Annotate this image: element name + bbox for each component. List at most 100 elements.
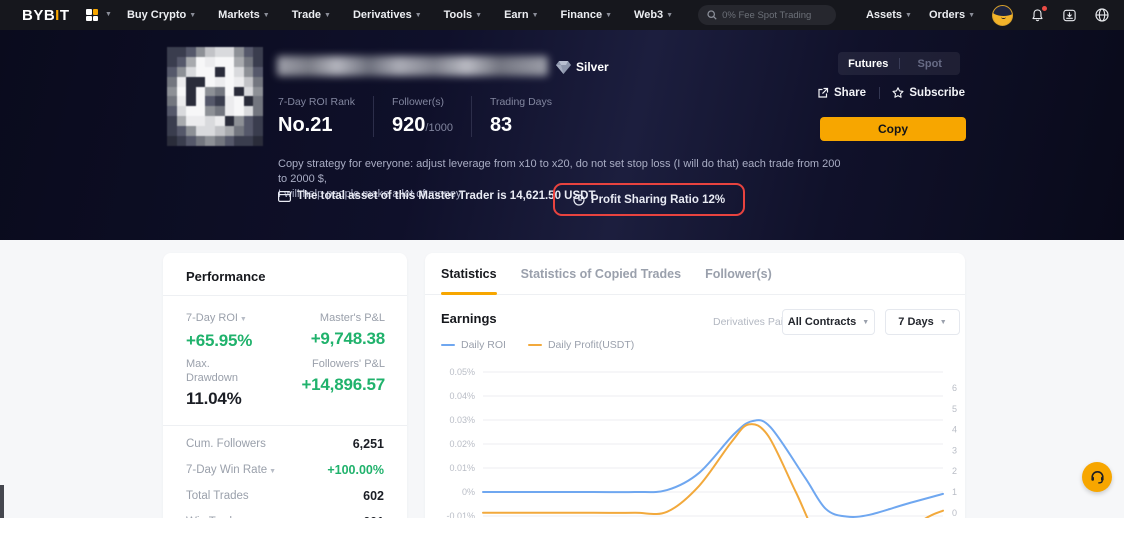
avatar-pixel	[253, 56, 263, 67]
headset-icon	[1090, 470, 1104, 484]
contracts-filter-dropdown[interactable]: All Contracts ▼	[782, 309, 875, 335]
assets-menu[interactable]: Assets ▼	[865, 9, 912, 21]
search-input[interactable]: 0% Fee Spot Trading	[698, 5, 837, 25]
chevron-down-icon: ▼	[905, 12, 912, 19]
legend-item-daily-roi: Daily ROI	[441, 339, 506, 351]
chevron-down-icon: ▼	[105, 10, 112, 18]
copy-trade-button[interactable]: Copy	[820, 117, 966, 141]
avatar-pixel	[176, 56, 187, 67]
avatar-pixel	[215, 126, 225, 137]
user-avatar[interactable]	[992, 4, 1013, 26]
row-value: 601	[363, 515, 384, 518]
avatar-pixel	[215, 86, 225, 97]
avatar-pixel	[176, 126, 187, 137]
share-button[interactable]: Share	[817, 87, 866, 99]
chart-legend: Daily ROI Daily Profit(USDT)	[441, 339, 634, 351]
orders-menu[interactable]: Orders ▼	[928, 9, 975, 21]
avatar-pixel	[195, 136, 206, 146]
notification-badge	[1042, 5, 1047, 11]
avatar-pixel	[167, 76, 177, 87]
avatar-pixel	[253, 66, 263, 77]
avatar-pixel	[186, 116, 196, 127]
avatar-pixel	[215, 106, 225, 117]
avatar-pixel	[167, 86, 177, 97]
notifications-button[interactable]	[1030, 5, 1047, 23]
avatar-pixel	[186, 47, 196, 57]
silver-gem-icon	[556, 60, 571, 74]
avatar-pixel	[224, 126, 235, 137]
table-row: Win Trades 601	[186, 509, 384, 518]
download-icon	[1063, 9, 1076, 21]
toggle-futures[interactable]: Futures	[848, 57, 889, 70]
avatar-pixel	[167, 126, 177, 137]
period-filter-dropdown[interactable]: 7 Days ▼	[885, 309, 960, 335]
legend-label: Daily Profit(USDT)	[547, 339, 635, 351]
avatar-pixel	[176, 47, 187, 57]
avatar-pixel	[224, 106, 235, 117]
chevron-down-icon: ▼	[324, 12, 331, 19]
statistics-card: Statistics Statistics of Copied Trades Fol…	[425, 253, 965, 518]
avatar-pixel	[167, 47, 177, 57]
bell-icon	[1032, 8, 1043, 21]
avatar-pixel	[234, 116, 244, 127]
chevron-down-icon: ▼	[605, 12, 613, 19]
avatar-pixel	[186, 56, 196, 67]
nav-item-derivatives[interactable]: Derivatives ▼	[353, 9, 422, 21]
nav-item-trade[interactable]: Trade ▼	[292, 9, 331, 21]
bybit-logo[interactable]: BYB I T	[22, 7, 70, 24]
avatar-pixel	[253, 116, 263, 127]
performance-rows: Cum. Followers 6,251 7-Day Win Rate ▼ +100.…	[186, 431, 384, 518]
earnings-chart: 0.05% 0.04% 0.03% 0.02% 0.01% 0% -0.01% 6 5 4 3 2 1 0	[425, 358, 965, 518]
earnings-title: Earnings	[441, 311, 497, 326]
nav-item-web3[interactable]: Web3 ▼	[634, 9, 673, 21]
toggle-spot[interactable]: Spot	[917, 57, 942, 70]
share-subscribe-row: Share Subscribe	[817, 87, 965, 99]
avatar-pixel	[167, 116, 177, 127]
avatar-pixel	[253, 86, 263, 97]
download-app-button[interactable]	[1062, 8, 1077, 23]
nav-item-markets[interactable]: Markets ▼	[218, 9, 270, 21]
row-label: Win Trades	[186, 516, 244, 518]
right-axis-tick: 1	[952, 487, 957, 497]
tab-statistics-of-copied-trades[interactable]: Statistics of Copied Trades	[520, 266, 682, 281]
left-axis-tick: 0.03%	[449, 415, 475, 425]
avatar-pixel	[195, 116, 206, 127]
nav-item-label: Derivatives	[352, 9, 412, 21]
avatar-pixel	[215, 76, 225, 87]
total-asset-text: The total asset of this Master Trader is…	[297, 190, 596, 202]
nav-item-earn[interactable]: Earn ▼	[504, 9, 538, 21]
metric-value: +9,748.38	[310, 329, 386, 348]
nav-item-buy-crypto[interactable]: Buy Crypto ▼	[127, 9, 196, 21]
earnings-chart-svg: 0.05% 0.04% 0.03% 0.02% 0.01% 0% -0.01% 6 5 4 3 2 1 0	[446, 367, 957, 518]
avatar-pixel	[243, 76, 254, 87]
right-axis-tick: 5	[952, 404, 957, 414]
metric-value: 11.04%	[186, 389, 242, 408]
apps-menu-button[interactable]: ▼	[85, 8, 112, 22]
trader-avatar-blurred	[167, 47, 263, 146]
language-button[interactable]	[1094, 7, 1110, 23]
avatar-pixel	[205, 96, 215, 107]
left-axis-tick: 0.05%	[449, 367, 475, 377]
chevron-down-icon: ▼	[939, 318, 947, 326]
logo-text: BYB	[22, 6, 56, 24]
right-axis-tick: 2	[952, 466, 957, 476]
chevron-down-icon: ▼	[237, 316, 247, 323]
nav-item-finance[interactable]: Finance ▼	[561, 9, 613, 21]
support-chat-button[interactable]	[1082, 462, 1112, 492]
tab-statistics[interactable]: Statistics	[441, 253, 497, 295]
avatar-pixel	[243, 116, 254, 127]
scrollbar-fragment[interactable]	[0, 485, 4, 518]
metric-7-day-roi: 7-Day ROI ▼ +65.95%	[186, 311, 252, 351]
avatar-pixel	[215, 66, 225, 77]
nav-item-label: Trade	[291, 9, 322, 21]
chevron-down-icon: ▼	[189, 12, 197, 19]
avatar-pixel	[205, 116, 215, 127]
nav-item-tools[interactable]: Tools ▼	[444, 9, 482, 21]
subscribe-button[interactable]: Subscribe	[892, 87, 965, 99]
avatar-pixel	[234, 86, 244, 97]
avatar-pixel	[167, 136, 177, 146]
avatar-pixel	[243, 56, 254, 67]
metric-label: Followers' P&L	[311, 358, 385, 370]
tab-follower-s-[interactable]: Follower(s)	[705, 266, 772, 281]
divider	[163, 425, 407, 426]
